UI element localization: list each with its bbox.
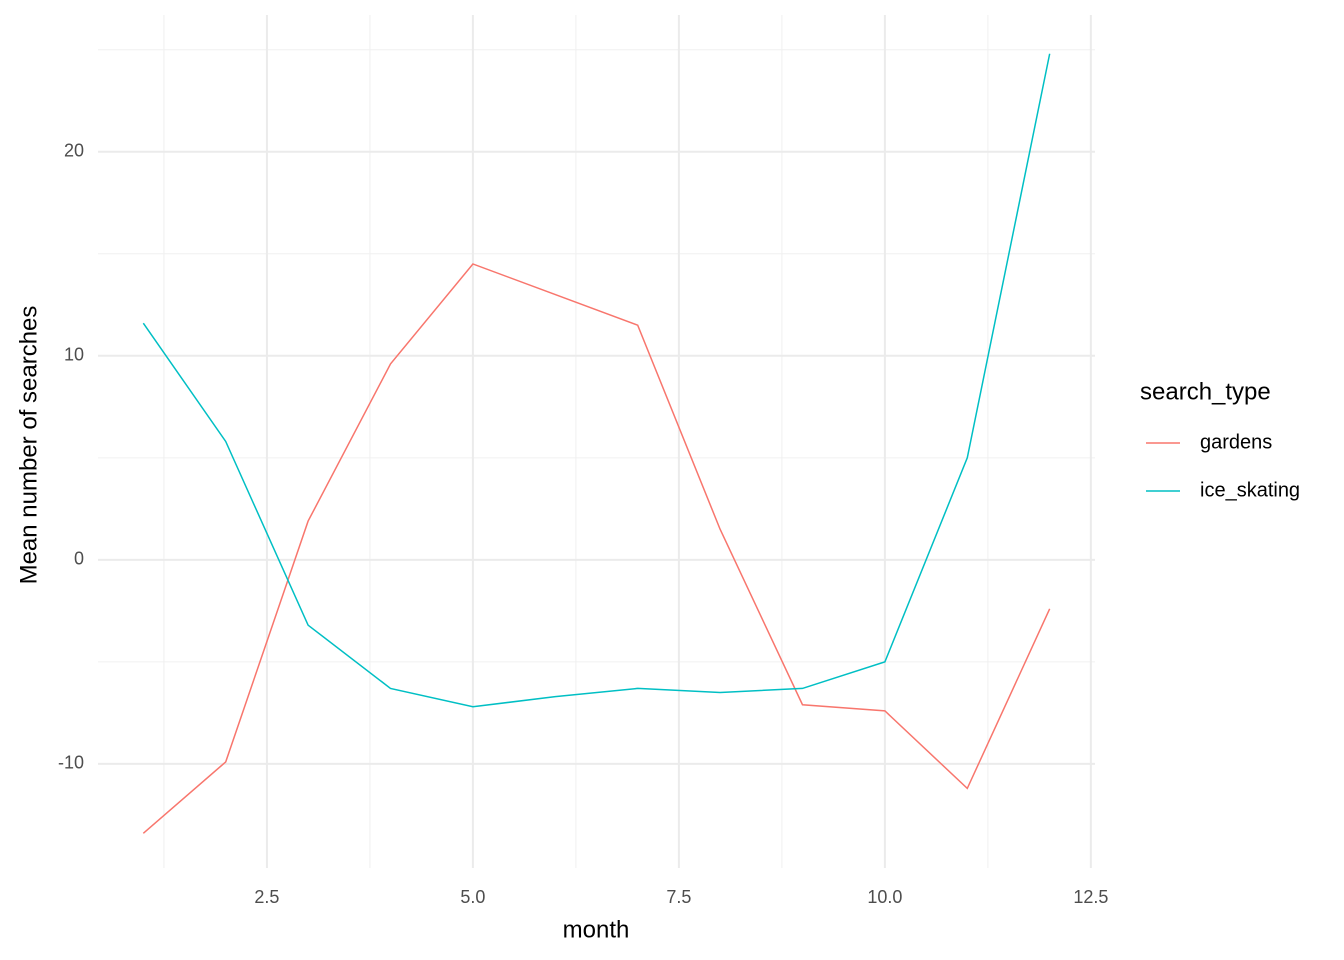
- y-axis-title: Mean number of searches: [15, 306, 42, 585]
- x-tick-label: 2.5: [254, 887, 279, 907]
- x-tick-label: 12.5: [1073, 887, 1108, 907]
- y-tick-label: 20: [64, 140, 84, 160]
- x-tick-label: 10.0: [867, 887, 902, 907]
- x-tick-label: 5.0: [460, 887, 485, 907]
- legend-label: gardens: [1200, 431, 1272, 453]
- legend-label: ice_skating: [1200, 479, 1300, 501]
- line: [142, 263, 1051, 834]
- y-tick-label: 0: [74, 549, 84, 569]
- y-tick-label: 10: [64, 345, 84, 365]
- x-tick-label: 7.5: [666, 887, 691, 907]
- legend-title: search_type: [1140, 378, 1271, 405]
- line: [142, 53, 1051, 708]
- x-axis-title: month: [563, 916, 630, 943]
- y-tick-label: -10: [58, 753, 84, 773]
